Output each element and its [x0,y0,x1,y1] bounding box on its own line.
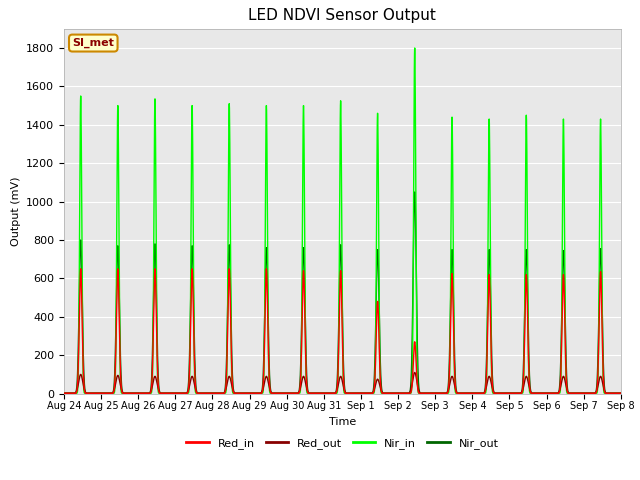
Legend: Red_in, Red_out, Nir_in, Nir_out: Red_in, Red_out, Nir_in, Nir_out [182,434,503,454]
Text: SI_met: SI_met [72,38,114,48]
X-axis label: Time: Time [329,417,356,427]
Title: LED NDVI Sensor Output: LED NDVI Sensor Output [248,9,436,24]
Y-axis label: Output (mV): Output (mV) [11,177,20,246]
